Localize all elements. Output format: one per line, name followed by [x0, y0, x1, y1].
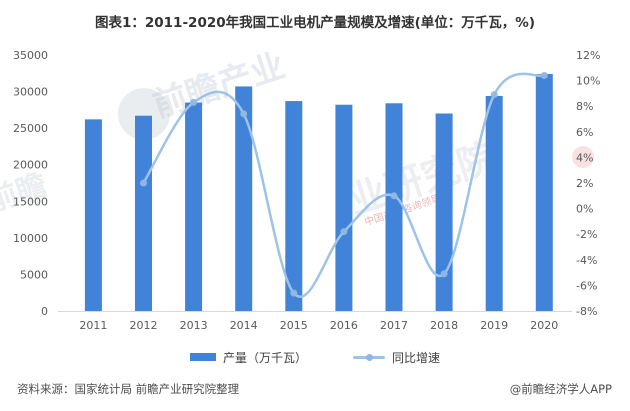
growth-point-2014	[240, 110, 248, 118]
right-axis-tick: -6%	[576, 279, 597, 292]
legend-item-production: 产量（万千瓦）	[189, 349, 307, 366]
bar-2016	[335, 104, 353, 311]
growth-point-2012	[140, 179, 147, 187]
growth-point-2015	[290, 289, 298, 297]
chart-title: 图表1：2011-2020年我国工业电机产量规模及增速(单位：万千瓦，%)	[94, 15, 535, 31]
year-label-2013: 2013	[180, 319, 208, 332]
credit-text: @前瞻经济学人APP	[509, 382, 612, 396]
year-label-2015: 2015	[280, 319, 308, 332]
growth-point-2013	[190, 98, 198, 106]
bar-2012	[135, 115, 152, 311]
right-axis-tick: -4%	[576, 254, 597, 267]
right-axis-tick: 8%	[576, 100, 593, 113]
bar-2017	[385, 103, 403, 311]
year-label-2018: 2018	[430, 319, 458, 332]
left-axis-tick: 30000	[13, 86, 48, 99]
legend-line-label: 同比增速	[392, 350, 441, 365]
year-label-2020: 2020	[530, 319, 558, 332]
year-label-2017: 2017	[380, 319, 408, 332]
year-label-2012: 2012	[130, 319, 158, 332]
bar-2019	[485, 95, 503, 312]
data-source-text: 资料来源：国家统计局 前瞻产业研究院整理	[17, 382, 240, 396]
right-axis-tick: 0%	[576, 203, 593, 216]
growth-point-2017	[390, 192, 398, 200]
right-axis-tick: 4%	[576, 151, 593, 164]
right-axis-tick: 6%	[576, 126, 593, 139]
left-axis-tick: 35000	[13, 49, 48, 62]
growth-point-2019	[490, 91, 498, 99]
legend-bar-label: 产量（万千瓦）	[222, 350, 307, 365]
year-label-2016: 2016	[330, 319, 358, 332]
left-axis-tick: 10000	[13, 232, 48, 245]
growth-point-2018	[440, 270, 448, 278]
growth-point-2020	[540, 71, 548, 79]
year-label-2011: 2011	[79, 319, 107, 332]
chart-footer: 资料来源：国家统计局 前瞻产业研究院整理 @前瞻经济学人APP	[0, 381, 630, 397]
growth-point-2016	[340, 228, 348, 236]
bar-2011	[84, 119, 102, 311]
bar-2018	[435, 113, 453, 311]
chart-legend: 产量（万千瓦） 同比增速	[0, 348, 630, 366]
bar-series-swatch	[189, 353, 216, 361]
legend-item-growth: 同比增速	[353, 349, 440, 366]
chart-canvas: 0 5000 10000 15000 20000 25000 30000 35000 -8% -6…	[13, 49, 600, 332]
line-swatch-marker	[365, 353, 373, 361]
bar-2014	[235, 86, 253, 311]
left-axis-tick: 25000	[13, 122, 48, 135]
right-axis-tick: 2%	[576, 177, 593, 190]
left-axis-tick: 15000	[13, 195, 48, 208]
left-axis-tick: 0	[41, 305, 48, 318]
right-axis-tick: -8%	[576, 305, 597, 318]
right-axis-tick: -2%	[576, 228, 597, 241]
bar-2020	[535, 74, 553, 311]
right-axis-tick: 10%	[576, 75, 600, 88]
left-axis-tick: 5000	[20, 268, 48, 281]
bar-2015	[285, 101, 303, 311]
year-label-2014: 2014	[230, 319, 258, 332]
right-axis-tick: 12%	[576, 49, 600, 62]
left-axis-tick: 20000	[13, 159, 48, 172]
line-series-swatch	[353, 353, 385, 361]
year-label-2019: 2019	[480, 319, 508, 332]
bar-2013	[185, 102, 203, 312]
